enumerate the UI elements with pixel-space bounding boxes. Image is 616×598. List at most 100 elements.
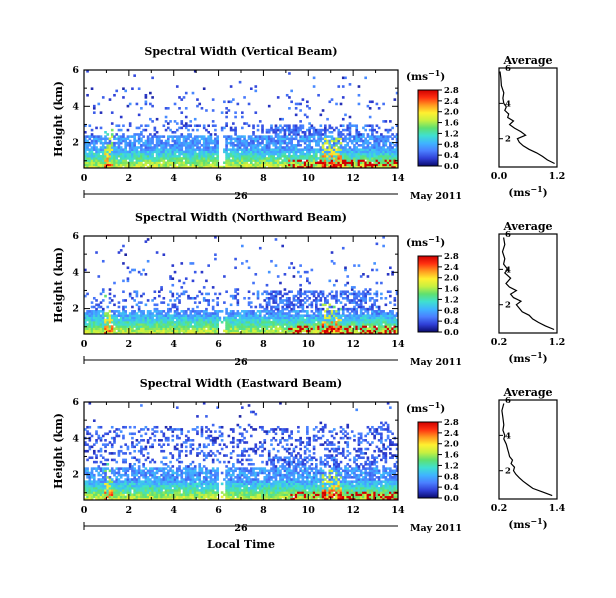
heatmap-cell — [225, 159, 228, 162]
heatmap-cell — [178, 323, 181, 326]
heatmap-cell — [328, 135, 332, 138]
heatmap-cell — [171, 314, 175, 317]
heatmap-cell — [389, 266, 392, 270]
heatmap-cell — [164, 144, 168, 147]
heatmap-cell — [149, 493, 152, 497]
heatmap-cell — [247, 137, 251, 141]
heatmap-cell — [153, 296, 157, 300]
heatmap-cell — [225, 316, 228, 320]
heatmap-cell — [274, 157, 278, 160]
heatmap-cell — [281, 310, 285, 313]
heatmap-cell — [92, 484, 96, 488]
heatmap-cell — [214, 314, 217, 317]
heatmap-cell — [88, 316, 92, 320]
heatmap-cell — [279, 312, 282, 315]
heatmap-cell — [104, 159, 107, 162]
heatmap-cell — [124, 467, 128, 470]
colorbar-tick-label: 0.4 — [444, 151, 459, 161]
heatmap-cell — [274, 312, 278, 315]
heatmap-cell — [247, 316, 251, 320]
heatmap-cell — [371, 146, 374, 149]
heatmap-cell — [359, 135, 363, 138]
heatmap-cell — [321, 290, 325, 294]
heatmap-cell — [137, 327, 141, 331]
heatmap-cell — [308, 133, 311, 136]
heatmap-cell — [283, 165, 287, 168]
heatmap-cell — [122, 124, 125, 128]
heatmap-cell — [209, 137, 213, 141]
heatmap-cell — [202, 139, 206, 143]
heatmap-cell — [124, 323, 128, 326]
heatmap-cell — [140, 130, 143, 134]
heatmap-cell — [200, 137, 204, 141]
heatmap-cell — [137, 441, 141, 444]
heatmap-cell — [330, 290, 334, 294]
heatmap-cell — [389, 325, 392, 328]
heatmap-cell — [393, 148, 397, 151]
heatmap-cell — [294, 130, 298, 134]
heatmap-cell — [297, 296, 300, 300]
heatmap-cell — [292, 137, 296, 141]
heatmap-cell — [306, 323, 309, 326]
heatmap-cell — [283, 150, 287, 154]
heatmap-cell — [326, 314, 329, 317]
heatmap-cell — [380, 310, 383, 313]
heatmap-cell — [119, 314, 123, 317]
heatmap-cell — [99, 327, 103, 331]
heatmap-cell — [368, 329, 372, 333]
heatmap-cell — [180, 144, 184, 147]
heatmap-cell — [209, 150, 213, 154]
heatmap-cell — [149, 489, 152, 492]
heatmap-cell — [362, 316, 365, 320]
heatmap-cell — [137, 449, 141, 453]
heatmap-cell — [315, 139, 318, 143]
heatmap-cell — [294, 294, 298, 298]
heatmap-cell — [386, 331, 390, 334]
heatmap-cell — [373, 161, 376, 165]
heatmap-cell — [382, 102, 385, 106]
heatmap-cell — [386, 290, 390, 294]
heatmap-cell — [294, 320, 298, 324]
heatmap-cell — [223, 165, 226, 168]
heatmap-cell — [142, 268, 145, 272]
heatmap-cell — [270, 320, 273, 324]
heatmap-cell — [310, 124, 314, 128]
heatmap-cell — [290, 146, 293, 149]
heatmap-cell — [198, 146, 202, 149]
heatmap-cell — [214, 320, 217, 324]
heatmap-cell — [122, 312, 125, 315]
heatmap-cell — [90, 87, 94, 90]
heatmap-cell — [110, 135, 114, 138]
heatmap-cell — [133, 478, 136, 481]
heatmap-cell — [368, 316, 372, 320]
heatmap-cell — [350, 292, 354, 296]
heatmap-cell — [214, 144, 217, 147]
heatmap-cell — [301, 329, 305, 333]
heatmap-cell — [187, 161, 190, 165]
heatmap-cell — [99, 316, 103, 320]
heatmap-cell — [99, 137, 103, 141]
heatmap-cell — [209, 159, 213, 162]
heatmap-cell — [122, 307, 125, 311]
heatmap-cell — [272, 128, 276, 132]
heatmap-cell — [207, 139, 210, 143]
heatmap-cell — [149, 117, 152, 121]
heatmap-cell — [207, 154, 210, 158]
heatmap-cell — [124, 452, 128, 455]
heatmap-cell — [236, 157, 240, 160]
heatmap-cell — [395, 139, 398, 143]
heatmap-cell — [283, 154, 287, 158]
heatmap-cell — [151, 163, 154, 167]
heatmap-cell — [299, 120, 302, 123]
heatmap-cell — [140, 144, 143, 147]
heatmap-cell — [207, 130, 210, 134]
heatmap-cell — [92, 486, 96, 490]
heatmap-cell — [160, 327, 163, 331]
heatmap-cell — [131, 161, 134, 165]
heatmap-cell — [382, 331, 385, 334]
heatmap-cell — [317, 144, 320, 147]
heatmap-cell — [332, 159, 336, 162]
heatmap-cell — [344, 266, 347, 270]
heatmap-cell — [377, 310, 381, 313]
heatmap-cell — [135, 320, 139, 324]
